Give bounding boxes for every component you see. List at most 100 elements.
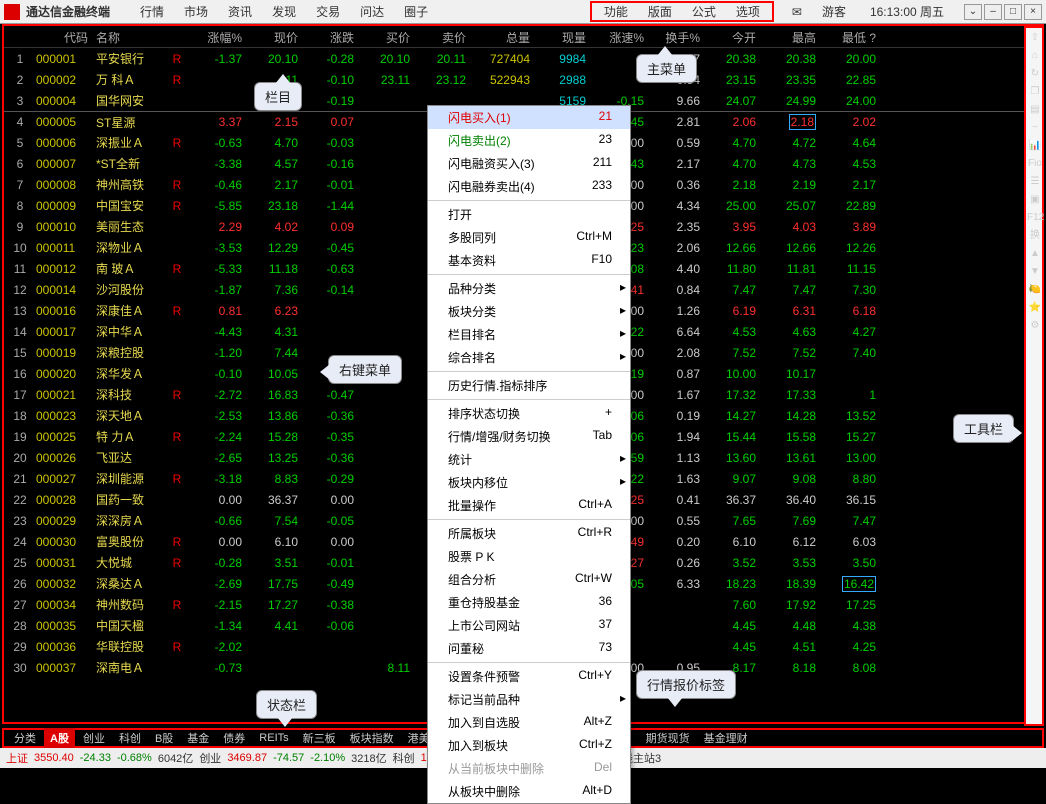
toolbar-icon[interactable]: ☰: [1027, 174, 1043, 190]
menu-extra[interactable]: 游客: [812, 3, 856, 21]
context-menu-item[interactable]: 品种分类▸: [428, 277, 630, 300]
context-menu-item[interactable]: 标记当前品种▸: [428, 688, 630, 711]
context-menu-item[interactable]: 基本资料F10: [428, 249, 630, 272]
bottom-tab[interactable]: A股: [44, 728, 75, 748]
context-menu-item[interactable]: 统计▸: [428, 448, 630, 471]
col-header[interactable]: 今开: [704, 26, 760, 47]
cell: [358, 583, 414, 585]
context-menu-item[interactable]: 加入到自选股Alt+Z: [428, 711, 630, 734]
toolbar-icon[interactable]: 🍋: [1027, 282, 1043, 298]
col-header[interactable]: 最高: [760, 26, 820, 47]
col-header[interactable]: 总量: [470, 26, 534, 47]
toolbar-icon[interactable]: ⚙: [1027, 318, 1043, 334]
bottom-tab[interactable]: REITs: [253, 730, 294, 746]
table-row[interactable]: 2000002万 科ＡR.11-0.1023.1123.125229432988…: [4, 69, 1042, 90]
context-menu-item[interactable]: 组合分析Ctrl+W: [428, 568, 630, 591]
col-header[interactable]: [8, 26, 32, 47]
bottom-tab[interactable]: 新三板: [297, 728, 342, 748]
bottom-tab[interactable]: 基金: [181, 728, 215, 748]
toolbar-icon[interactable]: 📊: [1027, 138, 1043, 154]
toolbar-icon[interactable]: Fio: [1027, 156, 1043, 172]
cell: 4.53: [820, 156, 880, 172]
toolbar-icon[interactable]: ⌂: [1027, 48, 1043, 64]
context-menu-item[interactable]: 历史行情.指标排序: [428, 374, 630, 397]
maximize-button[interactable]: □: [1004, 4, 1022, 20]
bottom-tab[interactable]: 分类: [8, 728, 42, 748]
context-menu-item[interactable]: 批量操作Ctrl+A: [428, 494, 630, 517]
toolbar-icon[interactable]: ▣: [1027, 192, 1043, 208]
bottom-tab[interactable]: 债券: [217, 728, 251, 748]
cell: -5.33: [186, 261, 246, 277]
col-header[interactable]: 涨幅%: [186, 26, 246, 47]
context-menu-item[interactable]: 综合排名▸: [428, 346, 630, 369]
menu-问达[interactable]: 问达: [350, 1, 394, 22]
context-menu-item[interactable]: 重仓持股基金36: [428, 591, 630, 614]
menu-公式[interactable]: 公式: [682, 3, 726, 21]
col-header[interactable]: 代码: [32, 26, 92, 47]
context-menu-item[interactable]: 所属板块Ctrl+R: [428, 522, 630, 545]
bottom-tab[interactable]: 科创: [113, 728, 147, 748]
context-menu-item[interactable]: 栏目排名▸: [428, 323, 630, 346]
toolbar-icon[interactable]: ▲: [1027, 246, 1043, 262]
context-menu-item[interactable]: 问董秘73: [428, 637, 630, 660]
context-menu-item[interactable]: 闪电融资买入(3)211: [428, 152, 630, 175]
toolbar-icon[interactable]: ▤: [1027, 102, 1043, 118]
bottom-tab[interactable]: 期货现货: [640, 728, 696, 748]
menu-extra[interactable]: ✉: [782, 3, 812, 21]
context-menu-item[interactable]: 多股同列Ctrl+M: [428, 226, 630, 249]
context-menu-item[interactable]: 排序状态切换+: [428, 402, 630, 425]
context-menu-item[interactable]: 打开: [428, 203, 630, 226]
context-menu-item[interactable]: 闪电卖出(2)23: [428, 129, 630, 152]
col-header[interactable]: 现量: [534, 26, 590, 47]
menu-版面[interactable]: 版面: [638, 3, 682, 21]
close-button[interactable]: ×: [1024, 4, 1042, 20]
col-header[interactable]: 卖价: [414, 26, 470, 47]
bottom-tab[interactable]: 基金理财: [698, 728, 754, 748]
toolbar-icon[interactable]: F12: [1027, 210, 1043, 226]
context-menu-item[interactable]: 上市公司网站37: [428, 614, 630, 637]
bottom-tab[interactable]: 创业: [77, 728, 111, 748]
menu-行情[interactable]: 行情: [130, 1, 174, 22]
minimize-button[interactable]: –: [984, 4, 1002, 20]
toolbar-icon[interactable]: 换: [1027, 228, 1043, 244]
caret-down-icon[interactable]: ⌄: [964, 4, 982, 20]
bottom-tab[interactable]: 板块指数: [344, 728, 400, 748]
cell: -2.15: [186, 597, 246, 613]
table-row[interactable]: 1000001平安银行R-1.3720.10-0.2820.1020.11727…: [4, 48, 1042, 69]
toolbar-icon[interactable]: ▼: [1027, 264, 1043, 280]
menu-市场[interactable]: 市场: [174, 1, 218, 22]
col-header[interactable]: 现价: [246, 26, 302, 47]
col-header[interactable]: 涨跌: [302, 26, 358, 47]
col-header[interactable]: [168, 26, 186, 47]
bottom-tab[interactable]: B股: [149, 728, 179, 748]
toolbar-icon[interactable]: ↻: [1027, 66, 1043, 82]
context-menu-item[interactable]: 从当前板块中删除Del: [428, 757, 630, 780]
menu-圈子[interactable]: 圈子: [394, 1, 438, 22]
context-menu-item[interactable]: 加入到板块Ctrl+Z: [428, 734, 630, 757]
col-header[interactable]: 买价: [358, 26, 414, 47]
menu-选项[interactable]: 选项: [726, 3, 770, 21]
context-menu-item[interactable]: 设置条件预警Ctrl+Y: [428, 665, 630, 688]
menu-功能[interactable]: 功能: [594, 3, 638, 21]
cell: 17.75: [246, 576, 302, 592]
menu-发现[interactable]: 发现: [262, 1, 306, 22]
cell: 8.83: [246, 471, 302, 487]
context-menu-item[interactable]: 行情/增强/财务切换Tab: [428, 425, 630, 448]
context-menu-item[interactable]: 闪电买入(1)21: [428, 106, 630, 129]
context-menu-item[interactable]: 闪电融券卖出(4)233: [428, 175, 630, 198]
col-header[interactable]: 最低 ?: [820, 26, 880, 47]
toolbar-icon[interactable]: ~: [1027, 120, 1043, 136]
toolbar-icon[interactable]: ❐: [1027, 84, 1043, 100]
context-menu-item[interactable]: 板块内移位▸: [428, 471, 630, 494]
context-menu-item[interactable]: 板块分类▸: [428, 300, 630, 323]
toolbar-icon[interactable]: ⇧: [1027, 30, 1043, 46]
col-header[interactable]: 名称: [92, 26, 168, 47]
col-header[interactable]: 换手%: [648, 26, 704, 47]
col-header[interactable]: 涨速%: [590, 26, 648, 47]
context-menu-item[interactable]: 股票 P K: [428, 545, 630, 568]
menu-交易[interactable]: 交易: [306, 1, 350, 22]
toolbar-icon[interactable]: ⭐: [1027, 300, 1043, 316]
cell: 中国宝安: [92, 196, 168, 215]
menu-资讯[interactable]: 资讯: [218, 1, 262, 22]
context-menu-item[interactable]: 从板块中删除Alt+D: [428, 780, 630, 803]
